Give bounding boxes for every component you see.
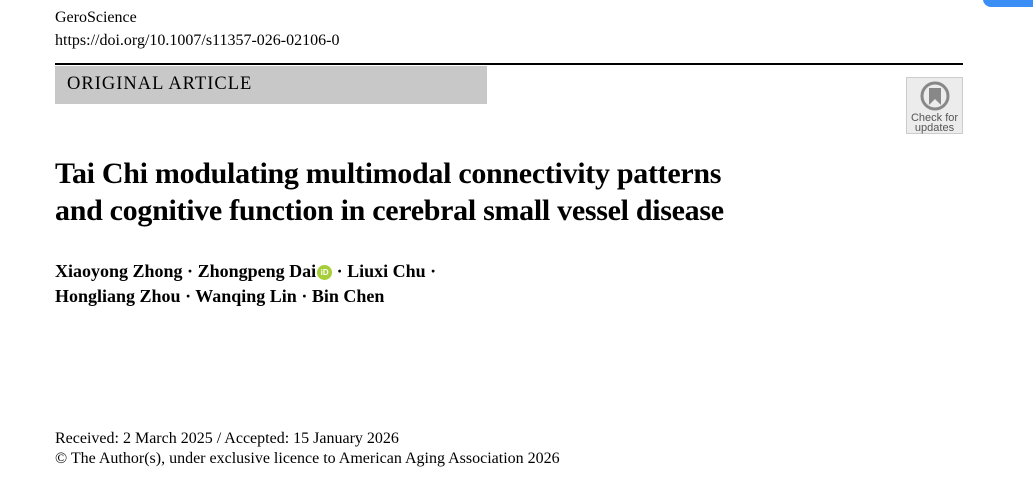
check-for-updates-badge[interactable]: Check for updates: [906, 77, 963, 134]
journal-name: GeroScience: [55, 9, 137, 26]
separator: ·: [180, 286, 196, 306]
author[interactable]: Liuxi Chu: [347, 261, 426, 281]
article-type: ORIGINAL ARTICLE: [67, 74, 253, 94]
separator: ·: [332, 261, 348, 281]
bookmark-icon: [920, 81, 949, 111]
doi-link[interactable]: https://doi.org/10.1007/s11357-026-02106…: [55, 32, 340, 49]
orcid-icon[interactable]: iD: [317, 265, 333, 280]
title-line-2: and cognitive function in cerebral small…: [55, 194, 724, 227]
separator: ·: [296, 286, 312, 306]
separator: ·: [182, 261, 198, 281]
article-title: Tai Chi modulating multimodal connectivi…: [55, 155, 724, 229]
received-accepted-dates: Received: 2 March 2025 / Accepted: 15 Ja…: [55, 430, 399, 447]
separator: ·: [425, 261, 437, 281]
author[interactable]: Bin Chen: [311, 286, 385, 306]
title-line-1: Tai Chi modulating multimodal connectivi…: [55, 157, 722, 190]
author[interactable]: Zhongpeng Dai: [197, 261, 317, 281]
author[interactable]: Hongliang Zhou: [55, 286, 181, 306]
check-for-updates-line2: updates: [914, 122, 955, 134]
copyright-notice: © The Author(s), under exclusive licence…: [55, 450, 560, 467]
corner-button[interactable]: [983, 0, 1033, 7]
author[interactable]: Xiaoyong Zhong: [55, 261, 183, 281]
article-type-box: ORIGINAL ARTICLE: [55, 66, 487, 104]
author[interactable]: Wanqing Lin: [195, 286, 297, 306]
author-list: Xiaoyong Zhong · Zhongpeng Dai iD · Liuxi…: [55, 259, 436, 309]
header-rule: [55, 63, 963, 65]
check-for-updates-line1: Check for: [910, 112, 959, 124]
